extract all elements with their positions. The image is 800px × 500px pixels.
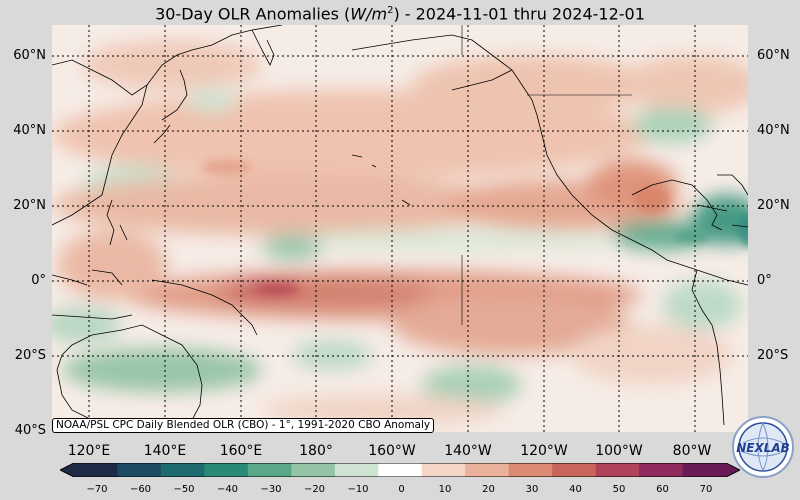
lat-label-left: 60°N (13, 48, 46, 63)
map-title: 30-Day OLR Anomalies (W/m2) - 2024-11-01… (155, 4, 645, 24)
colorbar-segment (247, 463, 292, 477)
lat-label-left: 40°S (14, 423, 46, 438)
colorbar-tick-label: −50 (173, 484, 195, 495)
graticule (52, 25, 748, 432)
colorbar-tick-label: 50 (612, 484, 626, 495)
lon-label: 120°W (520, 443, 568, 459)
lon-label: 140°W (444, 443, 492, 459)
data-source-credit: NOAA/PSL CPC Daily Blended OLR (CBO) - 1… (52, 418, 435, 433)
nexlab-globe-logo: NEXLAB (732, 416, 794, 478)
colorbar-segment (204, 463, 249, 477)
colorbar-segment (595, 463, 640, 477)
lat-label-right: 40°N (757, 123, 790, 138)
lon-label: 180° (299, 443, 333, 459)
lat-label-right: 20°S (757, 348, 789, 363)
colorbar-tick-label: 40 (569, 484, 582, 495)
colorbar-segment (682, 463, 727, 477)
lat-label-right: 20°N (757, 198, 790, 213)
colorbar-tick-label: 60 (656, 484, 669, 495)
lon-label: 120°E (67, 443, 111, 459)
colorbar-segment (421, 463, 466, 477)
colorbar-tick-label: 30 (525, 484, 539, 495)
colorbar-segment (378, 463, 423, 477)
colorbar-segment (291, 463, 336, 477)
lat-label-right: 60°N (757, 48, 790, 63)
colorbar-tick-label: −60 (129, 484, 152, 495)
colorbar-tick-label: −20 (303, 484, 326, 495)
lat-label-right: 0° (757, 273, 772, 288)
colorbar-tick-label: 10 (438, 484, 452, 495)
logo-text: NEXLAB (736, 441, 790, 455)
colorbar-tick-label: −40 (216, 484, 239, 495)
colorbar-tick-label: −70 (86, 484, 108, 495)
lat-label-left: 20°N (13, 198, 46, 213)
lon-label: 160°W (368, 443, 416, 459)
lon-label: 140°E (143, 443, 187, 459)
colorbar (60, 463, 740, 477)
colorbar-tick-label: 0 (398, 484, 405, 495)
lat-label-left: 20°S (14, 348, 46, 363)
colorbar-segment (508, 463, 553, 477)
colorbar-segment (160, 463, 205, 477)
colorbar-segment (465, 463, 510, 477)
lon-label: 160°E (219, 443, 263, 459)
lon-label: 80°W (672, 443, 712, 459)
colorbar-segment (552, 463, 597, 477)
colorbar-tick-label: 20 (482, 484, 495, 495)
anomaly-field (52, 40, 748, 425)
olr-anomaly-map (52, 25, 748, 432)
colorbar-segment (334, 463, 379, 477)
anomaly-detail (202, 159, 748, 295)
colorbar-extend-high (726, 463, 740, 477)
colorbar-segment (74, 463, 118, 477)
lat-label-left: 40°N (13, 123, 46, 138)
colorbar-segment (117, 463, 162, 477)
colorbar-extend-low (60, 463, 74, 477)
colorbar-tick-label: −10 (347, 484, 369, 495)
lat-label-left: 0° (31, 273, 46, 288)
colorbar-tick-label: 70 (699, 484, 713, 495)
colorbar-segment (639, 463, 684, 477)
colorbar-tick-label: −30 (260, 484, 282, 495)
lon-label: 100°W (595, 443, 643, 459)
coastlines (52, 25, 748, 432)
